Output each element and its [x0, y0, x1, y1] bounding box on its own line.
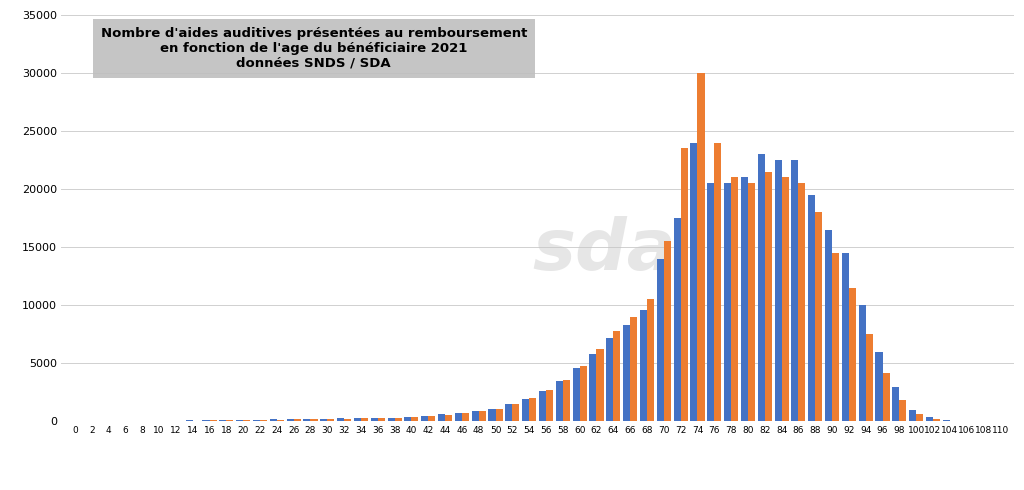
- Bar: [303, 419, 310, 421]
- Bar: [226, 420, 233, 421]
- Bar: [825, 230, 833, 421]
- Bar: [740, 177, 748, 421]
- Bar: [371, 418, 378, 421]
- Bar: [792, 160, 799, 421]
- Bar: [640, 310, 647, 421]
- Legend: FEMININ, MASCULIN: FEMININ, MASCULIN: [351, 488, 496, 490]
- Bar: [943, 419, 950, 421]
- Bar: [916, 415, 924, 421]
- Bar: [512, 404, 519, 421]
- Bar: [478, 411, 485, 421]
- Bar: [472, 411, 478, 421]
- Bar: [909, 410, 916, 421]
- Bar: [865, 334, 872, 421]
- Bar: [546, 390, 553, 421]
- Bar: [243, 420, 250, 421]
- Bar: [876, 352, 883, 421]
- Bar: [344, 418, 351, 421]
- Text: Nombre d'aides auditives présentées au remboursement
en fonction de l'age du bén: Nombre d'aides auditives présentées au r…: [100, 27, 527, 70]
- Bar: [950, 420, 956, 421]
- Bar: [799, 183, 806, 421]
- Bar: [428, 416, 435, 421]
- Bar: [185, 420, 193, 421]
- Bar: [462, 413, 469, 421]
- Bar: [892, 387, 899, 421]
- Bar: [606, 338, 613, 421]
- Bar: [715, 143, 721, 421]
- Bar: [731, 177, 738, 421]
- Bar: [613, 331, 621, 421]
- Bar: [522, 399, 529, 421]
- Bar: [563, 380, 570, 421]
- Bar: [404, 417, 412, 421]
- Bar: [455, 413, 462, 421]
- Bar: [833, 253, 839, 421]
- Bar: [859, 305, 865, 421]
- Bar: [808, 195, 815, 421]
- Bar: [849, 288, 856, 421]
- Bar: [387, 417, 394, 421]
- Bar: [674, 218, 681, 421]
- Bar: [758, 154, 765, 421]
- Bar: [656, 259, 664, 421]
- Bar: [505, 404, 512, 421]
- Bar: [260, 420, 267, 421]
- Bar: [412, 417, 419, 421]
- Bar: [421, 416, 428, 421]
- Bar: [529, 398, 537, 421]
- Bar: [781, 177, 788, 421]
- Bar: [337, 418, 344, 421]
- Bar: [724, 183, 731, 421]
- Bar: [378, 418, 385, 421]
- Bar: [203, 420, 210, 421]
- Bar: [774, 160, 781, 421]
- Bar: [321, 419, 328, 421]
- Bar: [210, 420, 216, 421]
- Bar: [539, 391, 546, 421]
- Text: sda: sda: [532, 216, 676, 285]
- Bar: [933, 419, 940, 421]
- Bar: [899, 400, 906, 421]
- Bar: [488, 409, 496, 421]
- Bar: [590, 354, 597, 421]
- Bar: [681, 148, 688, 421]
- Bar: [708, 183, 715, 421]
- Bar: [287, 419, 294, 421]
- Bar: [815, 212, 822, 421]
- Bar: [176, 420, 183, 421]
- Bar: [445, 415, 453, 421]
- Bar: [276, 419, 284, 421]
- Bar: [690, 143, 697, 421]
- Bar: [883, 372, 890, 421]
- Bar: [169, 420, 176, 421]
- Bar: [623, 325, 630, 421]
- Bar: [580, 366, 587, 421]
- Bar: [926, 417, 933, 421]
- Bar: [253, 419, 260, 421]
- Bar: [438, 415, 445, 421]
- Bar: [394, 417, 401, 421]
- Bar: [237, 420, 243, 421]
- Bar: [647, 299, 654, 421]
- Bar: [697, 73, 705, 421]
- Bar: [354, 418, 360, 421]
- Bar: [572, 368, 580, 421]
- Bar: [765, 172, 772, 421]
- Bar: [310, 419, 317, 421]
- Bar: [630, 317, 637, 421]
- Bar: [269, 419, 276, 421]
- Bar: [748, 183, 755, 421]
- Bar: [193, 420, 200, 421]
- Bar: [219, 420, 226, 421]
- Bar: [496, 409, 503, 421]
- Bar: [597, 349, 603, 421]
- Bar: [664, 241, 671, 421]
- Bar: [294, 419, 301, 421]
- Bar: [328, 419, 335, 421]
- Bar: [556, 381, 563, 421]
- Bar: [360, 418, 368, 421]
- Bar: [842, 253, 849, 421]
